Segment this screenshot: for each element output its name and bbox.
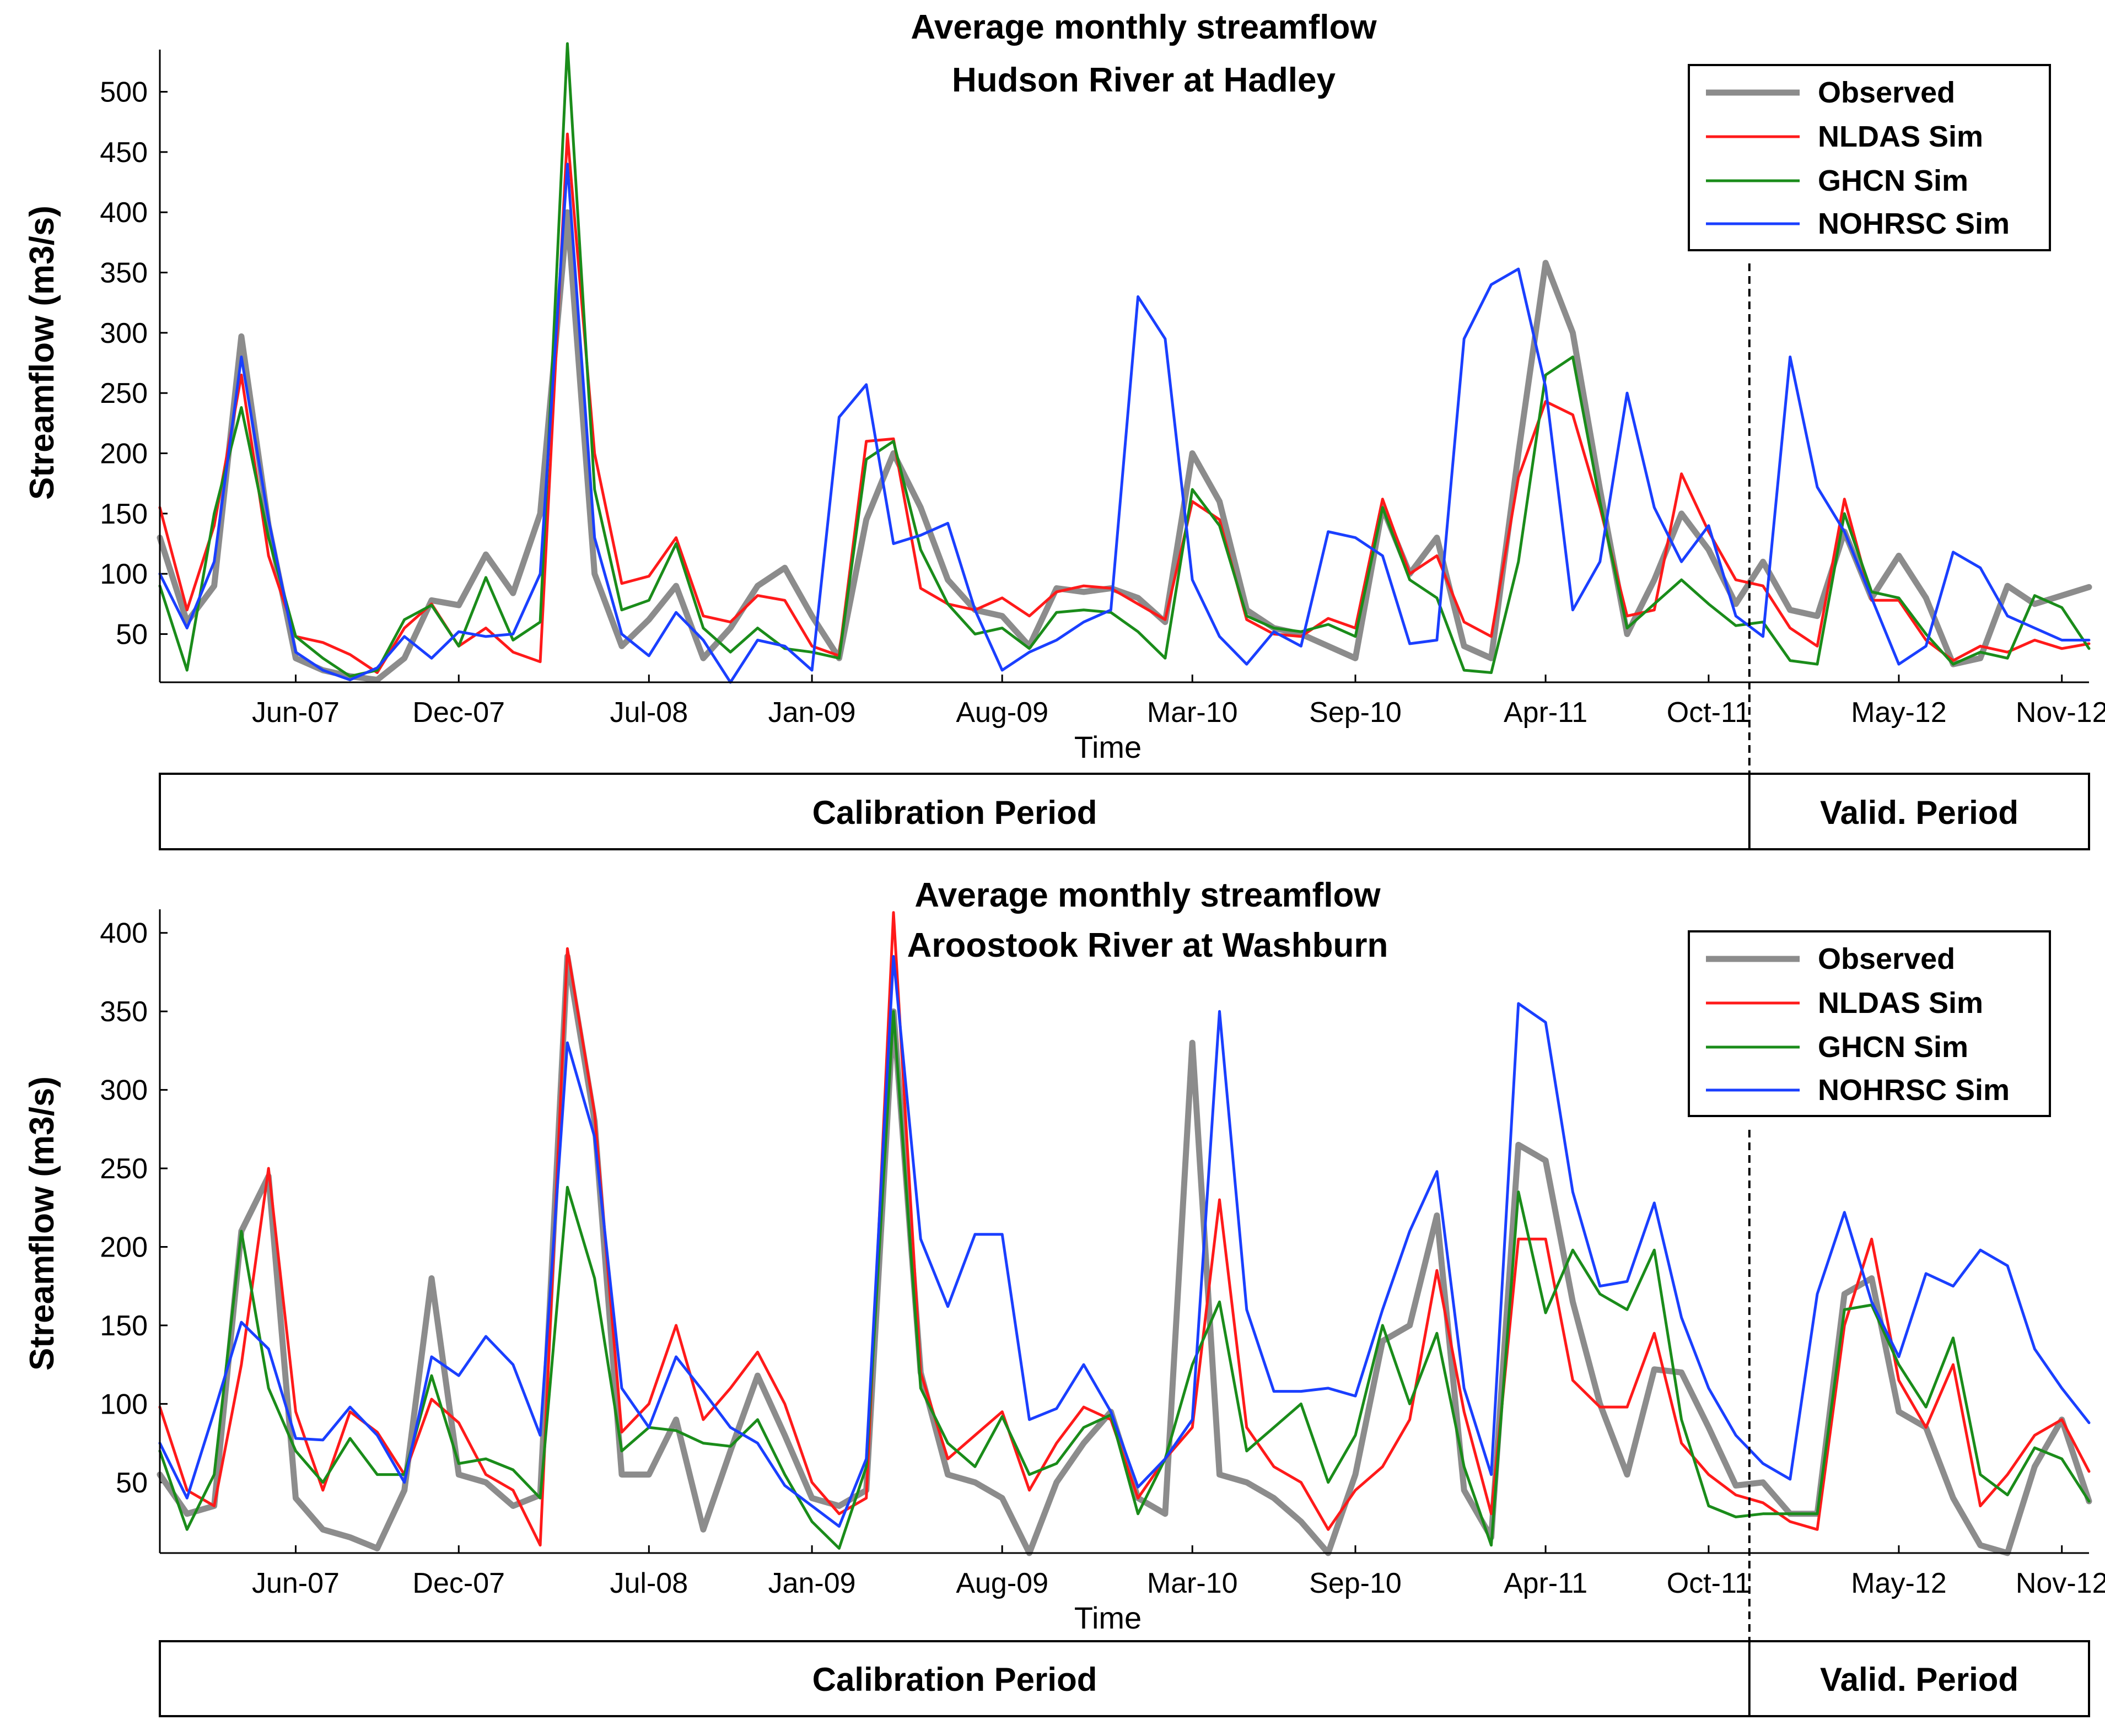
y-tick-label: 250 bbox=[100, 1153, 148, 1185]
hudson-panel: Average monthly streamflow Hudson River … bbox=[23, 8, 2105, 850]
y-tick-label: 150 bbox=[100, 498, 148, 530]
y-tick-label: 100 bbox=[100, 558, 148, 590]
validation-period-label: Valid. Period bbox=[1820, 794, 2018, 831]
x-tick-label: May-12 bbox=[1851, 697, 1946, 729]
legend-label-nldas: NLDAS Sim bbox=[1818, 120, 1983, 153]
y-axis-label: Streamflow (m3/s) bbox=[23, 206, 61, 500]
y-tick-label: 350 bbox=[100, 996, 148, 1028]
x-tick-label: Sep-10 bbox=[1309, 697, 1402, 729]
legend-label-ghcn: GHCN Sim bbox=[1818, 164, 1968, 197]
legend-box bbox=[1688, 64, 2051, 251]
legend-label-ghcn: GHCN Sim bbox=[1818, 1031, 1968, 1064]
x-tick-label: May-12 bbox=[1851, 1567, 1946, 1599]
x-tick-label: Jan-09 bbox=[768, 1567, 856, 1599]
x-tick-label: Jul-08 bbox=[610, 697, 688, 729]
x-axis: Jun-07 Dec-07 Jul-08 Jan-09 Aug-09 Mar-10 Sep-… bbox=[252, 675, 2105, 729]
series-line-observed bbox=[157, 209, 2092, 683]
series-line-ghcn-sim bbox=[158, 1010, 2091, 1550]
legend-label-observed: Observed bbox=[1818, 76, 1955, 109]
period-bar bbox=[159, 1640, 2090, 1717]
aroostook-panel: Average monthly streamflow Aroostook Riv… bbox=[23, 876, 2105, 1717]
x-tick-label: Nov-12 bbox=[2016, 1567, 2105, 1599]
y-tick-label: 450 bbox=[100, 137, 148, 169]
legend-label-nohrsc: NOHRSC Sim bbox=[1818, 1074, 2010, 1107]
y-tick-label: 300 bbox=[100, 317, 148, 349]
y-axis: 50 100 150 200 250 300 350 400 450 500 bbox=[100, 77, 168, 651]
y-tick-label: 50 bbox=[116, 619, 148, 651]
chart-subtitle: Aroostook River at Washburn bbox=[907, 926, 1388, 964]
y-axis: 50 100 150 200 250 300 350 400 bbox=[100, 918, 168, 1499]
series-line-nldas-sim bbox=[158, 911, 2091, 1547]
y-tick-label: 200 bbox=[100, 438, 148, 470]
x-tick-label: Oct-11 bbox=[1667, 1567, 1751, 1599]
legend: Observed NLDAS Sim GHCN Sim NOHRSC Sim bbox=[1688, 64, 2051, 251]
series-group bbox=[157, 42, 2092, 684]
legend: Observed NLDAS Sim GHCN Sim NOHRSC Sim bbox=[1688, 930, 2051, 1117]
legend-label-nohrsc: NOHRSC Sim bbox=[1818, 207, 2010, 240]
legend-label-observed: Observed bbox=[1818, 942, 1955, 975]
period-bar bbox=[159, 773, 2090, 850]
x-tick-label: Aug-09 bbox=[956, 697, 1048, 729]
y-tick-label: 500 bbox=[100, 77, 148, 109]
chart-title: Average monthly streamflow bbox=[914, 876, 1381, 914]
y-tick-label: 50 bbox=[116, 1467, 148, 1499]
series-line-nohrsc-sim bbox=[158, 955, 2091, 1528]
x-tick-label: Nov-12 bbox=[2016, 697, 2105, 729]
legend-label-nldas: NLDAS Sim bbox=[1818, 986, 1983, 1020]
x-tick-label: Jun-07 bbox=[252, 697, 340, 729]
y-tick-label: 200 bbox=[100, 1231, 148, 1263]
y-tick-label: 150 bbox=[100, 1310, 148, 1342]
calibration-period-label: Calibration Period bbox=[812, 794, 1097, 831]
chart-title: Average monthly streamflow bbox=[911, 8, 1377, 46]
y-tick-label: 300 bbox=[100, 1075, 148, 1107]
y-tick-label: 400 bbox=[100, 197, 148, 229]
x-tick-label: Mar-10 bbox=[1147, 1567, 1238, 1599]
calibration-period-label: Calibration Period bbox=[812, 1661, 1097, 1698]
y-tick-label: 250 bbox=[100, 378, 148, 409]
x-axis-label: Time bbox=[1074, 730, 1142, 764]
legend-box bbox=[1688, 930, 2051, 1117]
x-tick-label: Aug-09 bbox=[956, 1567, 1048, 1599]
x-tick-label: Apr-11 bbox=[1504, 1567, 1587, 1599]
x-tick-label: Oct-11 bbox=[1667, 697, 1751, 729]
y-tick-label: 400 bbox=[100, 918, 148, 950]
x-tick-label: Jun-07 bbox=[252, 1567, 340, 1599]
series-group bbox=[157, 911, 2092, 1556]
x-tick-label: Dec-07 bbox=[412, 1567, 505, 1599]
validation-period-label: Valid. Period bbox=[1820, 1661, 2018, 1698]
x-tick-label: Mar-10 bbox=[1147, 697, 1238, 729]
y-axis-label: Streamflow (m3/s) bbox=[23, 1076, 61, 1371]
y-tick-label: 350 bbox=[100, 257, 148, 289]
series-line-nohrsc-sim bbox=[158, 163, 2091, 684]
chart-subtitle: Hudson River at Hadley bbox=[952, 61, 1336, 99]
x-tick-label: Jan-09 bbox=[768, 697, 856, 729]
x-axis-label: Time bbox=[1074, 1600, 1142, 1635]
x-tick-label: Sep-10 bbox=[1309, 1567, 1402, 1599]
series-line-ghcn-sim bbox=[158, 42, 2091, 678]
x-tick-label: Dec-07 bbox=[412, 697, 505, 729]
x-tick-label: Jul-08 bbox=[610, 1567, 688, 1599]
y-tick-label: 100 bbox=[100, 1388, 148, 1420]
x-axis: Jun-07 Dec-07 Jul-08 Jan-09 Aug-09 Mar-10 Sep-… bbox=[252, 1545, 2105, 1599]
x-tick-label: Apr-11 bbox=[1504, 697, 1587, 729]
